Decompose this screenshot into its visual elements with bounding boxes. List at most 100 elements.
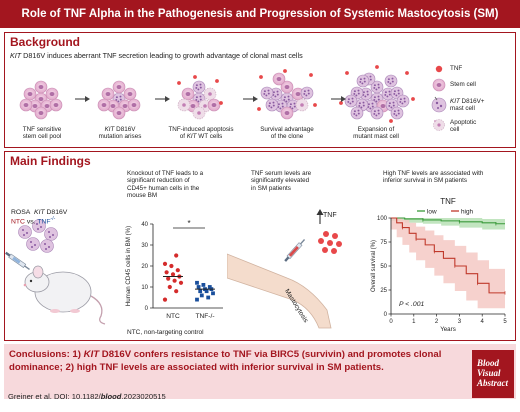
data-point [170,272,176,277]
mast-cell [390,106,404,120]
tnf-up-label: TNF [323,212,337,219]
data-point [195,297,199,302]
granule [363,77,366,80]
survival-line [391,217,505,225]
y-tick-label: 0 [384,312,388,318]
data-point [172,278,177,283]
data-point [169,263,174,269]
tnf-dot [389,119,393,123]
granule [388,104,391,107]
granule [270,106,273,109]
mast-cell [40,239,54,253]
x-axis-label: Years [440,326,456,333]
granule [199,86,202,89]
data-point [195,280,199,285]
granule [281,105,284,108]
granule [357,109,360,112]
citation: Greiner et al. DOI: 10.1182/blood.202302… [8,392,166,401]
granule [268,102,271,105]
granule [388,93,391,96]
granule [375,100,378,103]
granule [377,95,380,98]
granule [369,107,372,110]
cell-fragment [208,92,212,96]
mouse-eye [29,279,33,283]
y-tick-label: 50 [380,264,387,270]
y-tick-label: 0 [145,306,149,312]
granule [281,102,284,105]
cell-nucleus [32,103,38,109]
arrow-head-icon [165,96,170,102]
subtitle-text: D816V induces aberrant TNF secretion lea… [21,51,303,60]
data-point [201,283,206,287]
cell-nucleus [27,91,33,97]
data-point [162,261,168,266]
granule [353,112,356,115]
granule [48,231,50,233]
legend-stem: Stem cell [450,81,476,88]
granule [291,107,294,110]
tnf-dot [375,65,379,69]
blood-draw-syringe-icon [284,239,306,262]
cell-nucleus [23,102,29,108]
granule [287,98,290,101]
knockout-text: Knockout of TNF leads to a significant re… [127,170,204,200]
mast-cell [265,98,279,112]
granule [351,97,354,100]
granule [377,83,380,86]
granule [357,92,360,95]
data-point [178,280,184,285]
legend-icons [431,65,447,131]
granule [30,241,32,243]
x-tick-label: 0 [389,319,393,325]
granule [397,89,400,92]
background-illustration [19,65,415,123]
granule [277,103,280,106]
granule [371,105,374,108]
mast-cell-legend-icon [431,97,447,113]
granule [276,90,279,93]
step-label-1: TNF sensitive stem cell pool [22,126,62,141]
data-point [164,270,169,275]
granule [36,223,38,225]
data-point [204,289,209,294]
data-point [174,253,179,258]
granule [279,107,282,110]
step-label-2: KIT D816V mutation arises [98,126,142,141]
cell-nucleus [284,110,290,116]
data-point [198,289,203,294]
granule [353,92,356,95]
granule [371,102,374,105]
ntc-note: NTC, non-targeting control [127,329,204,336]
granule [274,95,277,98]
category-label: TNF-/- [195,313,214,320]
x-tick-label: 2 [435,319,439,325]
granule [386,95,389,98]
granule [48,246,50,248]
granule [195,84,198,87]
significance-star: * [187,219,190,228]
granule [287,95,290,98]
mouse-nose [23,283,27,287]
granule [303,92,306,95]
background-subtitle: KIT D816V induces aberrant TNF secretion… [10,51,303,60]
granule [397,92,400,95]
findings-panel: Main Findings ROSA KIT D816V NTC vs. TNF… [4,151,516,341]
tnf-dot [193,75,197,79]
granule [293,105,296,108]
legend-tnf: TNF [450,65,463,72]
granule [305,94,308,97]
cell-nucleus [276,76,282,82]
granule [353,90,356,93]
x-tick-label: 4 [481,319,485,325]
legend-apoptotic: Apoptotic cell [450,119,477,134]
granule [401,102,404,105]
cell-nucleus [122,103,128,109]
granule [197,88,200,91]
granule [349,102,352,105]
granule [393,92,396,95]
x-tick-label: 1 [412,319,416,325]
legend-label: high [461,209,474,216]
granule [373,96,376,99]
granule [195,86,198,89]
